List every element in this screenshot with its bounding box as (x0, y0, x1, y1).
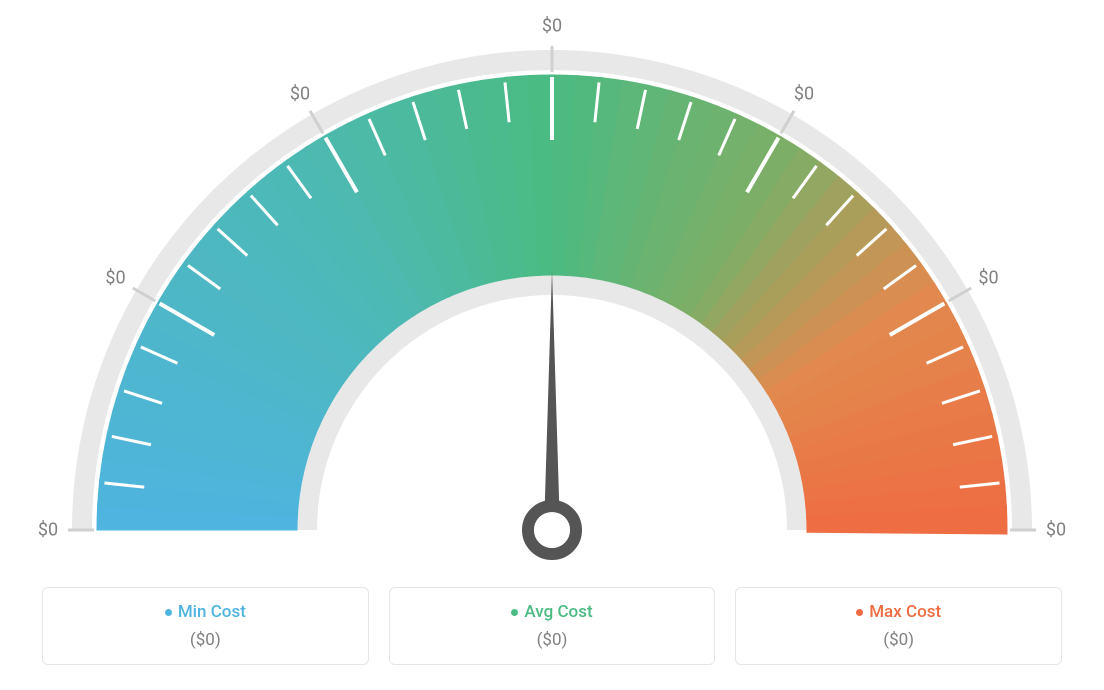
gauge-tick-label: $0 (290, 83, 310, 104)
gauge-chart: $0$0$0$0$0$0$0 (42, 20, 1062, 560)
legend-min-dot-icon (165, 609, 172, 616)
legend-min-value: ($0) (53, 630, 358, 650)
gauge-tick-label: $0 (542, 16, 562, 37)
gauge-svg (42, 20, 1062, 560)
gauge-tick-label: $0 (794, 83, 814, 104)
legend-max-title: Max Cost (746, 602, 1051, 622)
gauge-tick-label: $0 (978, 268, 998, 289)
legend-min-title: Min Cost (53, 602, 358, 622)
legend-max-dot-icon (856, 609, 863, 616)
legend-card-min: Min Cost ($0) (42, 587, 369, 665)
legend-min-label: Min Cost (178, 602, 246, 622)
legend-max-label: Max Cost (869, 602, 941, 622)
legend-row: Min Cost ($0) Avg Cost ($0) Max Cost ($0… (42, 587, 1062, 665)
legend-avg-label: Avg Cost (524, 602, 592, 622)
legend-avg-value: ($0) (400, 630, 705, 650)
legend-max-value: ($0) (746, 630, 1051, 650)
legend-card-max: Max Cost ($0) (735, 587, 1062, 665)
legend-avg-title: Avg Cost (400, 602, 705, 622)
legend-avg-dot-icon (511, 609, 518, 616)
gauge-tick-label: $0 (38, 520, 58, 541)
gauge-tick-label: $0 (105, 268, 125, 289)
gauge-tick-label: $0 (1046, 520, 1066, 541)
legend-card-avg: Avg Cost ($0) (389, 587, 716, 665)
